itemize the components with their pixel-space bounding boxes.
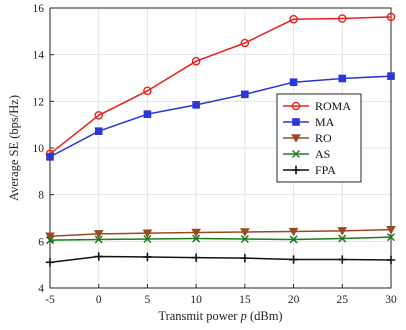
data-point-ro [386, 225, 396, 235]
x-tick-label: 15 [239, 294, 251, 306]
series-line-fpa [49, 255, 392, 264]
series-line-as [49, 236, 392, 241]
y-tick-label: 8 [38, 190, 44, 202]
data-point-ro [337, 227, 348, 236]
data-point-ma [289, 78, 298, 87]
y-tick-label: 6 [38, 236, 44, 248]
data-point-as [143, 234, 152, 244]
data-point-fpa [143, 252, 152, 262]
data-point-as [192, 234, 201, 243]
y-tick-label: 10 [33, 143, 45, 155]
legend-marker-roma [291, 101, 301, 111]
data-point-ma [192, 101, 200, 109]
data-point-roma [289, 14, 298, 24]
legend-marker-fpa [291, 165, 301, 175]
data-point-roma [143, 86, 152, 96]
data-point-ro [191, 228, 202, 238]
legend-marker-as [291, 149, 301, 159]
data-point-roma [191, 56, 201, 66]
x-tick-label: 5 [145, 294, 151, 306]
legend-label-fpa: FPA [315, 163, 336, 177]
data-point-ro [142, 229, 153, 238]
y-tick-label: 14 [33, 50, 45, 62]
x-tick-label: 30 [385, 294, 397, 306]
x-axis-title: Transmit power p (dBm) [158, 309, 282, 323]
x-tick-label: 20 [288, 294, 300, 306]
data-point-ro [239, 228, 250, 237]
y-tick-label: 16 [33, 3, 45, 15]
legend-label-ro: RO [315, 131, 332, 145]
data-point-fpa [240, 253, 250, 263]
data-point-ma [143, 110, 152, 118]
y-tick-label: 4 [38, 283, 44, 295]
data-point-as [386, 233, 396, 242]
legend-marker-ro [291, 134, 301, 143]
data-point-ma [338, 74, 347, 83]
data-point-ma [387, 72, 395, 80]
data-point-roma [337, 14, 347, 23]
data-point-fpa [94, 252, 103, 261]
series-line-ma [49, 75, 392, 158]
data-point-roma [386, 12, 396, 22]
data-point-as [338, 234, 347, 243]
legend-label-roma: ROMA [315, 99, 351, 113]
data-point-fpa [191, 253, 201, 262]
data-point-ro [45, 232, 55, 242]
x-tick-label: -5 [45, 294, 55, 306]
data-point-roma [240, 38, 250, 48]
data-point-ma [46, 153, 54, 161]
data-point-roma [94, 111, 104, 120]
data-point-fpa [289, 255, 298, 264]
data-point-ro [288, 227, 299, 237]
data-point-ma [94, 127, 103, 136]
legend-marker-ma [292, 118, 300, 126]
legend-label-as: AS [315, 147, 330, 161]
data-point-ma [241, 90, 249, 99]
y-tick-label: 12 [33, 96, 45, 108]
data-point-as [240, 234, 249, 244]
data-point-ro [93, 230, 104, 239]
series-line-ro [49, 228, 392, 237]
data-point-fpa [386, 255, 396, 265]
y-axis-title: Average SE (bps/Hz) [7, 95, 21, 201]
x-tick-label: 10 [190, 294, 202, 306]
x-tick-label: 0 [96, 294, 102, 306]
data-point-fpa [45, 258, 55, 267]
legend-label-ma: MA [315, 115, 335, 129]
x-tick-label: 25 [337, 294, 349, 306]
data-point-as [289, 235, 298, 244]
data-point-as [94, 235, 103, 244]
series-line-roma [49, 16, 392, 155]
data-point-fpa [338, 255, 347, 264]
data-point-as [45, 236, 55, 245]
